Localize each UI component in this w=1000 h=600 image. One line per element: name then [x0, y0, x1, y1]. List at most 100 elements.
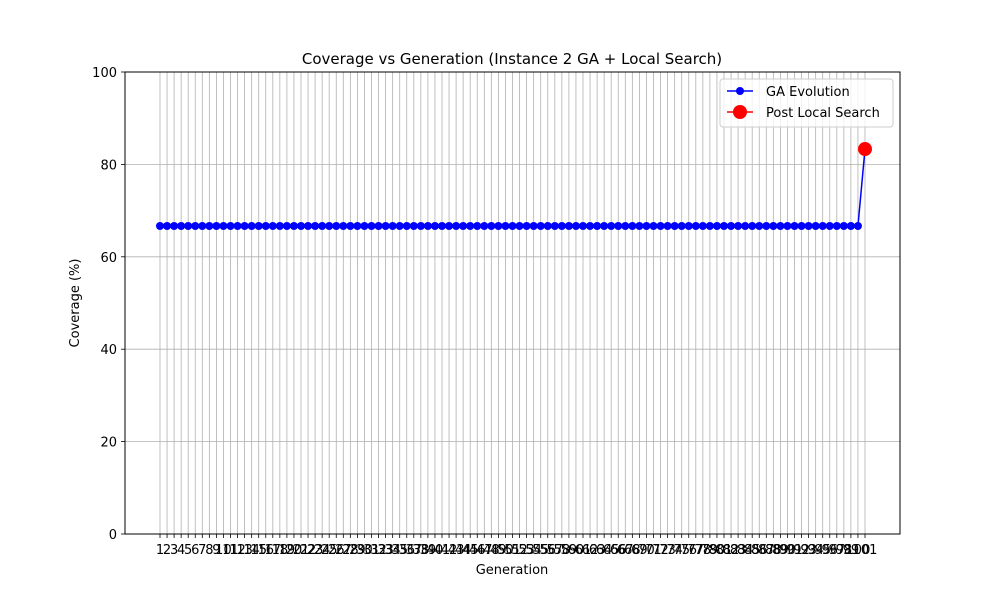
ga-evolution-point — [198, 221, 207, 230]
x-tick-label: 45 — [462, 543, 479, 558]
ga-evolution-point — [430, 221, 439, 230]
x-tick-label: 86 — [751, 543, 768, 558]
ga-evolution-point — [635, 221, 644, 230]
ga-evolution-point — [783, 221, 792, 230]
y-tick-label: 60 — [100, 251, 117, 266]
x-tick-label: 37 — [406, 543, 423, 558]
x-tick-label: 14 — [243, 543, 260, 558]
x-tick-label: 23 — [307, 543, 324, 558]
x-tick-label: 40 — [427, 543, 444, 558]
grid-layer — [125, 71, 900, 535]
x-tick-label: 57 — [547, 543, 564, 558]
x-tick-label: 51 — [504, 543, 521, 558]
x-tick-label: 33 — [377, 543, 394, 558]
x-tick-label: 1 — [156, 543, 164, 558]
x-tick-label: 50 — [497, 543, 514, 558]
x-tick-label: 13 — [236, 543, 253, 558]
x-tick-label: 97 — [829, 543, 846, 558]
x-tick-label: 32 — [370, 543, 387, 558]
ga-evolution-point — [642, 221, 651, 230]
ga-evolution-point — [170, 221, 179, 230]
ga-evolution-point — [226, 221, 235, 230]
x-tick-label: 73 — [659, 543, 676, 558]
ga-evolution-point — [818, 221, 827, 230]
ga-evolution-point — [522, 221, 531, 230]
ga-evolution-point — [409, 221, 418, 230]
x-tick-label: 59 — [561, 543, 578, 558]
ga-evolution-point — [438, 221, 446, 230]
ga-evolution-point — [614, 221, 623, 230]
x-tick-label: 82 — [723, 543, 740, 558]
x-tick-label: 7 — [198, 543, 206, 558]
ga-evolution-point — [395, 221, 404, 230]
x-tick-label: 85 — [744, 543, 761, 558]
x-tick-label: 8 — [205, 543, 213, 558]
x-tick-label: 34 — [384, 543, 401, 558]
x-tick-label: 99 — [843, 543, 860, 558]
x-tick-label: 38 — [413, 543, 430, 558]
ga-evolution-point — [832, 221, 841, 230]
x-tick-label: 66 — [610, 543, 627, 558]
x-tick-label: 76 — [680, 543, 697, 558]
ga-evolution-point — [698, 221, 707, 230]
legend: GA Evolution Post Local Search — [719, 78, 894, 128]
ga-evolution-point — [388, 221, 397, 230]
ga-evolution-point — [720, 221, 728, 230]
ga-evolution-point — [811, 221, 820, 230]
x-tick-label: 67 — [617, 543, 634, 558]
x-tick-label: 64 — [596, 543, 613, 558]
x-tick-label: 95 — [814, 543, 831, 558]
x-tick-label: 2 — [163, 543, 171, 558]
x-tick-label: 94 — [807, 543, 824, 558]
ga-evolution-point — [332, 221, 341, 230]
x-tick-label: 81 — [716, 543, 733, 558]
x-tick-label: 15 — [250, 543, 267, 558]
x-tick-label: 80 — [709, 543, 726, 558]
x-tick-label: 63 — [589, 543, 606, 558]
y-tick-label: 80 — [100, 158, 117, 173]
ga-evolution-point — [846, 221, 855, 230]
x-tick-label: 11 — [222, 543, 239, 558]
x-tick-label: 12 — [229, 543, 246, 558]
x-tick-label: 72 — [652, 543, 669, 558]
ga-evolution-point — [649, 221, 658, 230]
ga-evolution-point — [156, 221, 164, 230]
y-tick-label: 100 — [92, 66, 117, 81]
x-tick-label: 78 — [695, 543, 712, 558]
ga-evolution-point — [677, 221, 686, 230]
chart-title: Coverage vs Generation (Instance 2 GA + … — [302, 50, 722, 68]
ga-evolution-point — [381, 221, 390, 230]
ga-evolution-point — [656, 221, 665, 230]
x-tick-label: 70 — [638, 543, 655, 558]
x-tick-label: 4 — [177, 543, 185, 558]
x-tick-label: 9 — [212, 543, 220, 558]
x-tick-label: 16 — [257, 543, 274, 558]
x-tick-label: 30 — [356, 543, 373, 558]
ga-evolution-point — [621, 221, 630, 230]
ga-evolution-point — [494, 221, 503, 230]
x-tick-label: 3 — [170, 543, 178, 558]
ga-evolution-point — [579, 221, 587, 230]
legend-label-post: Post Local Search — [766, 106, 880, 121]
ga-evolution-point — [297, 221, 305, 230]
x-tick-label: 35 — [391, 543, 408, 558]
x-tick-label: 79 — [702, 543, 719, 558]
x-tick-label: 69 — [631, 543, 648, 558]
ga-evolution-point — [853, 221, 862, 230]
ga-evolution-point — [261, 221, 270, 230]
x-tick-label: 27 — [335, 543, 352, 558]
x-tick-label: 96 — [821, 543, 838, 558]
x-tick-label: 56 — [539, 543, 556, 558]
ga-evolution-point — [593, 221, 602, 230]
x-tick-label: 29 — [349, 543, 366, 558]
x-tick-label: 68 — [624, 543, 641, 558]
ga-evolution-point — [275, 221, 284, 230]
ga-evolution-point — [318, 221, 327, 230]
x-tick-label: 93 — [800, 543, 817, 558]
ga-evolution-point — [282, 221, 291, 230]
x-tick-label: 5 — [184, 543, 192, 558]
legend-marker-post — [733, 105, 747, 119]
x-tick-label: 58 — [554, 543, 571, 558]
x-tick-label: 52 — [511, 543, 528, 558]
